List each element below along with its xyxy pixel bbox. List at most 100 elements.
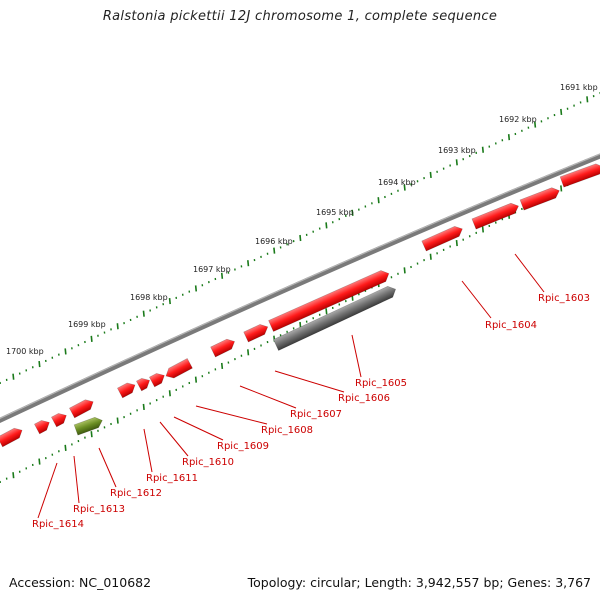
ruler-major-tick: [247, 260, 250, 267]
chromosome-backbone: [0, 153, 600, 424]
gene-arrow: [117, 382, 136, 399]
ruler-label: 1698 kbp: [130, 293, 168, 302]
outer-ruler: [0, 92, 600, 385]
ruler-major-tick: [403, 184, 406, 191]
gene-label: Rpic_1612: [110, 488, 162, 499]
ruler-major-tick: [429, 171, 432, 179]
ruler-major-tick: [12, 472, 15, 479]
gene-arrow: [136, 378, 150, 392]
label-leader-line: [98, 447, 117, 488]
ruler-major-tick: [377, 197, 380, 204]
ruler-label: 1699 kbp: [68, 320, 106, 329]
label-leader-line: [173, 416, 224, 441]
label-leader-line: [159, 421, 189, 457]
label-layer: Rpic_1603 Rpic_1604 Rpic_1605 Rpic_1606 Rpic…: [32, 293, 590, 530]
ruler-label: 1700 kbp: [6, 347, 44, 356]
ruler-major-tick: [481, 146, 485, 153]
gene-label: Rpic_1614: [32, 519, 84, 530]
ruler-label: 1691 kbp: [560, 83, 598, 92]
ruler-major-tick: [168, 390, 171, 397]
ruler-major-tick: [560, 185, 563, 192]
ruler-major-tick: [220, 272, 224, 279]
pseudogene-bar: [273, 285, 397, 351]
gene-arrow: [210, 338, 235, 358]
ruler-label: 1692 kbp: [499, 115, 537, 124]
ruler-major-tick: [507, 134, 511, 141]
ruler-major-tick: [64, 444, 67, 451]
gene-arrow: [69, 399, 94, 419]
gene-label: Rpic_1606: [338, 393, 390, 404]
ruler-major-tick: [194, 285, 198, 292]
gene-label: Rpic_1611: [146, 473, 198, 484]
ruler-major-tick: [247, 349, 250, 356]
ruler-major-tick: [90, 431, 93, 438]
gene-arrow: [559, 163, 600, 188]
label-leader-line: [37, 462, 58, 519]
ruler-major-tick: [481, 226, 485, 233]
label-leader-line: [514, 253, 545, 293]
ruler-major-tick: [273, 247, 276, 254]
ruler-major-tick: [38, 361, 41, 368]
ruler-label: 1693 kbp: [438, 146, 476, 155]
gene-arrow: [51, 413, 67, 428]
gene-arrow: [165, 358, 193, 379]
ruler-label: 1696 kbp: [255, 237, 293, 246]
ruler-major-tick: [220, 362, 224, 370]
label-leader-line: [274, 370, 345, 393]
chromosome-backbone-highlight: [0, 153, 600, 419]
label-leader-line: [461, 280, 492, 319]
gene-label: Rpic_1603: [538, 293, 590, 304]
label-leader-line: [73, 455, 80, 504]
ruler-major-tick: [403, 267, 406, 274]
rna-feature: [73, 416, 103, 436]
gene-arrow: [149, 373, 165, 388]
map-title: Ralstonia pickettii 12J chromosome 1, co…: [102, 9, 498, 24]
ruler-major-tick: [90, 335, 93, 342]
ruler-major-tick: [142, 403, 145, 410]
ruler-major-tick: [142, 310, 145, 317]
ruler-major-tick: [455, 240, 458, 247]
ruler-major-tick: [455, 159, 458, 166]
ruler-major-tick: [325, 222, 328, 229]
gene-arrow: [34, 420, 50, 435]
ruler-major-tick: [194, 376, 198, 383]
gene-layer: [0, 163, 600, 448]
gene-label: Rpic_1610: [182, 457, 234, 468]
ruler-label: 1694 kbp: [378, 178, 416, 187]
ruler-label: 1697 kbp: [193, 265, 231, 274]
ruler-major-tick: [116, 323, 119, 330]
gene-label: Rpic_1608: [261, 425, 313, 436]
gene-arrow: [471, 202, 519, 230]
ruler-major-tick: [325, 308, 328, 315]
label-leader-line: [195, 405, 268, 425]
ruler-major-tick: [429, 253, 432, 260]
topology-summary: Topology: circular; Length: 3,942,557 bp…: [247, 575, 591, 590]
ruler-major-tick: [116, 417, 119, 424]
label-leader-line: [351, 334, 362, 378]
gene-label: Rpic_1607: [290, 409, 342, 420]
ruler-label: 1695 kbp: [316, 208, 354, 217]
ruler-major-tick: [586, 96, 589, 103]
gene-label: Rpic_1613: [73, 504, 125, 515]
ruler-major-tick: [12, 373, 15, 380]
label-leader-line: [143, 428, 153, 473]
gene-arrow: [243, 324, 269, 343]
gene-arrow: [519, 187, 560, 211]
ruler-major-tick: [533, 121, 537, 128]
gene-arrow: [268, 270, 390, 332]
gene-label: Rpic_1609: [217, 441, 269, 452]
accession-text: Accession: NC_010682: [9, 575, 152, 590]
ruler-major-tick: [299, 234, 302, 242]
gene-arrow: [0, 427, 23, 448]
ruler-major-tick: [168, 297, 171, 305]
gene-arrow: [421, 226, 463, 252]
gene-label: Rpic_1605: [355, 378, 407, 389]
label-leader-line: [239, 385, 297, 409]
ruler-major-tick: [351, 209, 354, 216]
gene-label: Rpic_1604: [485, 320, 537, 331]
ruler-major-tick: [560, 108, 563, 115]
label-leader-layer: [37, 253, 545, 519]
ruler-major-tick: [64, 348, 67, 355]
ruler-major-tick: [38, 458, 41, 465]
